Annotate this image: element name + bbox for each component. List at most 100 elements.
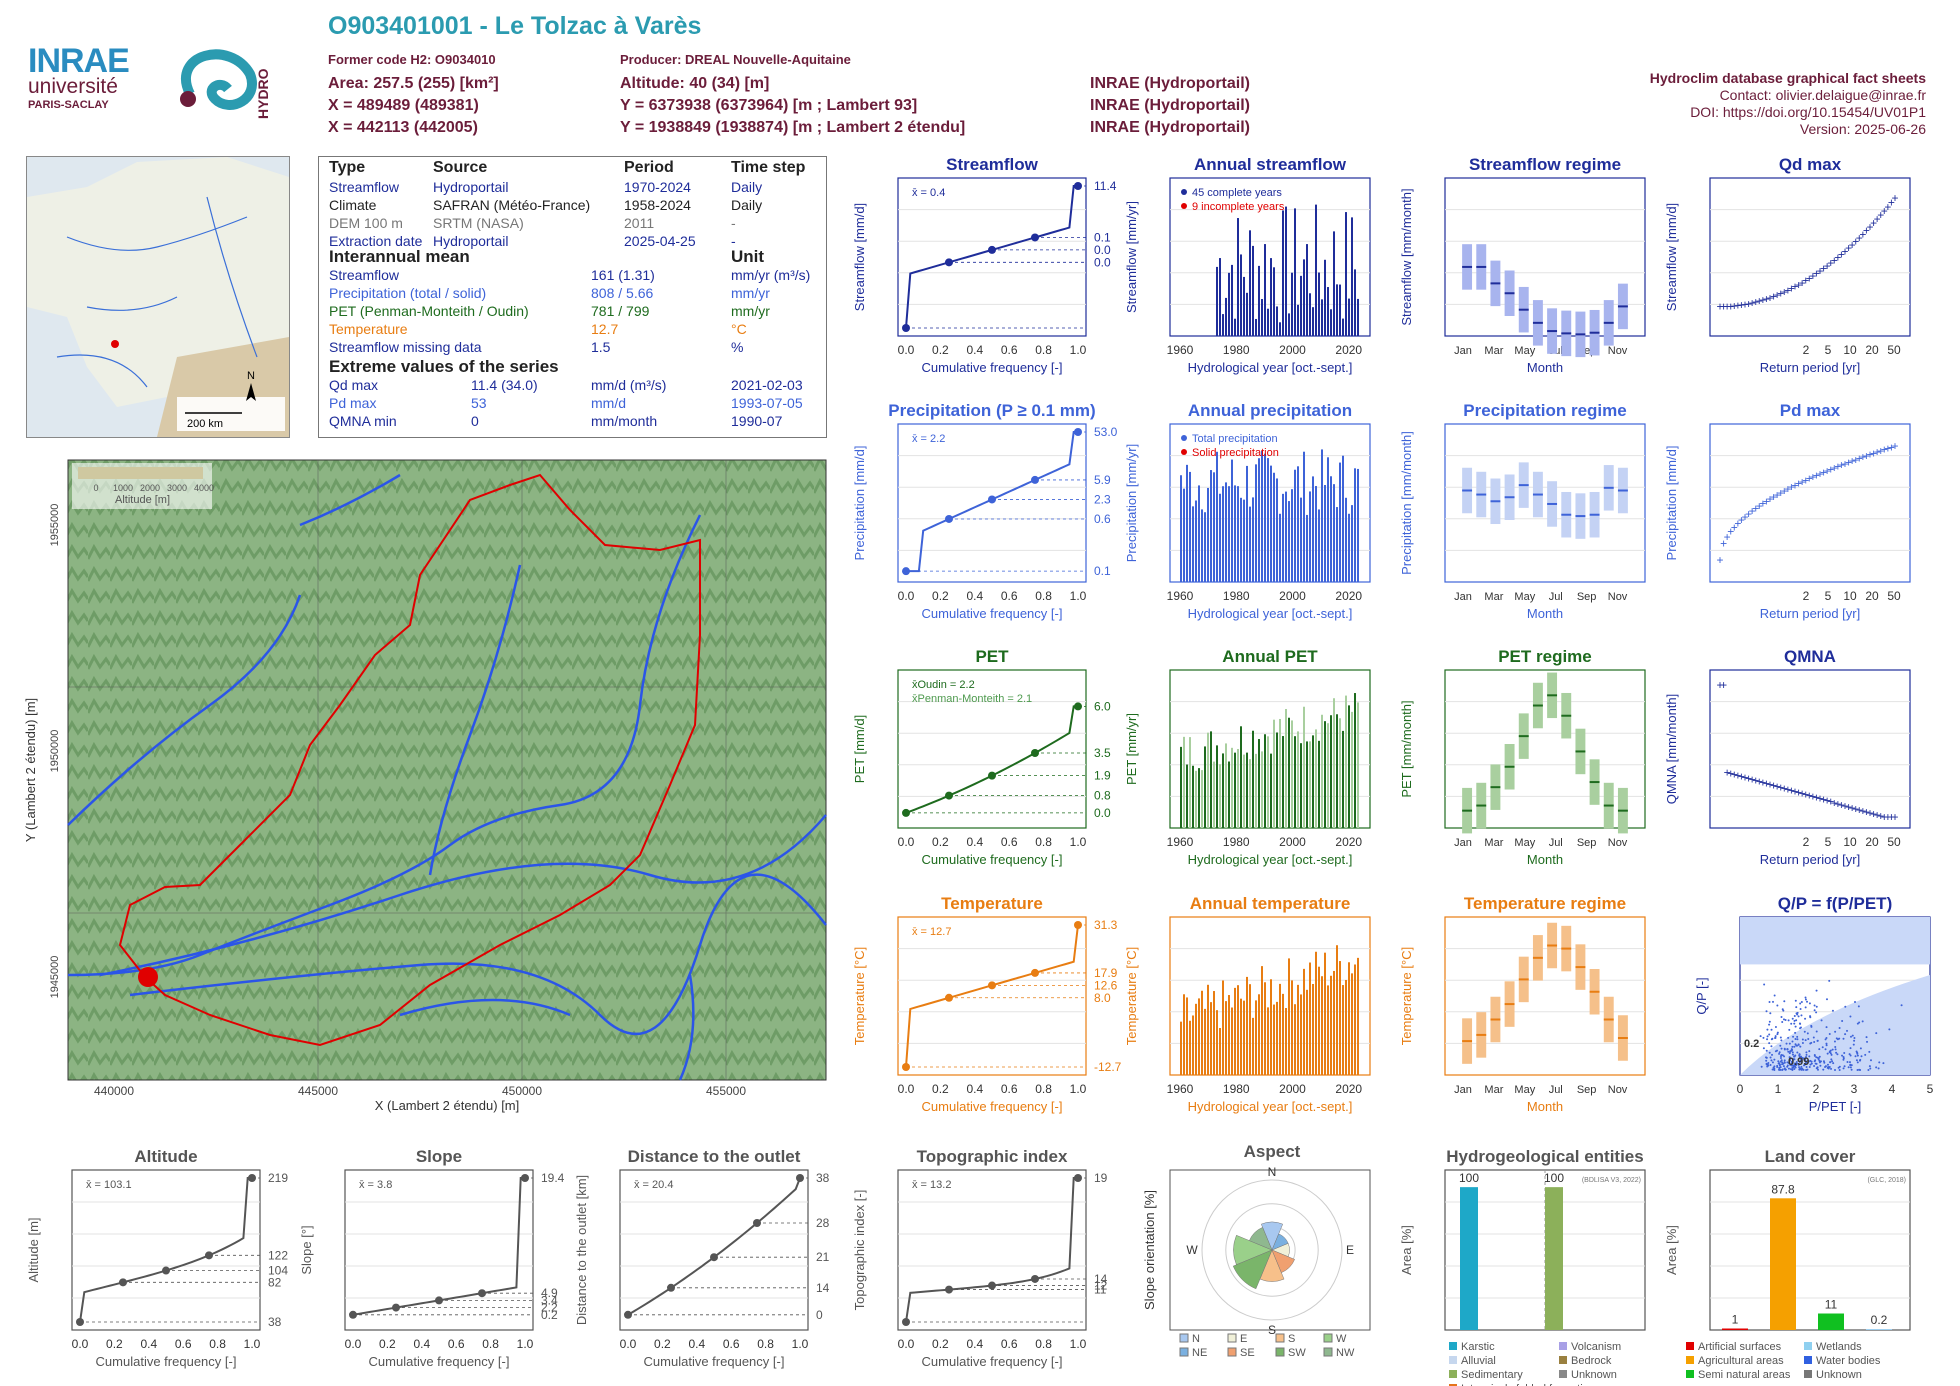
- qp-point: [1799, 1045, 1802, 1048]
- qp-point: [1789, 1068, 1792, 1071]
- annual_temp-bar: [1288, 958, 1290, 1075]
- qp-point: [1792, 1058, 1795, 1061]
- doi[interactable]: DOI: https://doi.org/10.15454/UV01P1: [1690, 104, 1926, 120]
- annual_pet-bar: [1342, 730, 1344, 828]
- qp-point: [1768, 1033, 1771, 1036]
- temp_regime-box: [1617, 1015, 1628, 1061]
- qp-point: [1798, 1054, 1801, 1057]
- distance-point: [753, 1219, 761, 1227]
- pet-title: PET: [975, 647, 1009, 666]
- extreme-row-cell: 1990-07: [731, 413, 783, 429]
- annual_temp-bar: [1234, 987, 1236, 1075]
- qmna-xtick: 20: [1865, 835, 1879, 849]
- qp-point: [1799, 1060, 1802, 1063]
- streamflow_regime-box: [1476, 244, 1487, 290]
- qp-point: [1848, 1053, 1851, 1056]
- annual_streamflow-legend-marker: [1181, 203, 1187, 209]
- annual_precip-bar: [1228, 486, 1230, 582]
- streamflow-line: [905, 185, 1078, 329]
- pet-rtick: 0.0: [1094, 806, 1111, 820]
- qp-point: [1798, 1053, 1801, 1056]
- temp_regime-box: [1476, 1012, 1487, 1058]
- qp-point: [1803, 1030, 1806, 1033]
- qp-point: [1778, 1062, 1781, 1065]
- pet-rtick: 6.0: [1094, 699, 1111, 713]
- area: Area: 257.5 (255) [km²]: [328, 75, 499, 92]
- qp-point: [1824, 1065, 1827, 1068]
- precip_regime-xtick: Nov: [1608, 591, 1628, 603]
- annual_precip-bar: [1201, 509, 1203, 582]
- pd_max-point: +: [1741, 510, 1748, 524]
- qp-point: [1779, 1068, 1782, 1071]
- annual_streamflow-bar: [1261, 299, 1263, 336]
- aspect-legend: E: [1240, 1333, 1247, 1345]
- qp-point: [1800, 1056, 1803, 1059]
- qp-point: [1791, 1045, 1794, 1048]
- qp-point: [1783, 1047, 1786, 1050]
- precip-rtick: 0.6: [1094, 512, 1111, 526]
- annual_precip-bar: [1255, 464, 1257, 582]
- qp-point: [1783, 1061, 1786, 1064]
- annual_precip-bar: [1279, 513, 1281, 582]
- precip-xtick: 0.2: [932, 589, 949, 603]
- precip-rtick: 53.0: [1094, 425, 1118, 439]
- annual_temp-bar: [1297, 984, 1299, 1075]
- annual_precip-bar: [1264, 453, 1266, 582]
- annual_streamflow-bar: [1309, 293, 1311, 336]
- topo-line: [905, 1177, 1078, 1323]
- annual_precip-bar: [1309, 491, 1311, 582]
- annual_pet-bar: [1195, 770, 1197, 828]
- topo-xlabel: Cumulative frequency [-]: [922, 1354, 1063, 1369]
- precip-ylabel: Precipitation [mm/d]: [852, 446, 867, 561]
- annual_temp-bar: [1246, 976, 1248, 1075]
- pet_regime-xtick: May: [1514, 837, 1535, 849]
- qp-point: [1842, 1057, 1845, 1060]
- hydrogeo-legend: Sedimentary: [1461, 1369, 1523, 1381]
- col-source: Source: [433, 159, 488, 176]
- streamflow_regime-box: [1561, 310, 1572, 357]
- qp-point: [1807, 1038, 1810, 1041]
- annual_temp-bar: [1327, 985, 1329, 1075]
- temp_regime-xtick: Jul: [1549, 1084, 1563, 1096]
- hydro-logo: HYDRO: [160, 44, 278, 124]
- qd_max-point: +: [1870, 216, 1877, 230]
- hydrogeo-note: (BDLISA V3, 2022): [1582, 1177, 1641, 1184]
- qmna-point: +: [1852, 802, 1859, 816]
- distance-frame: [619, 1169, 809, 1331]
- qp-point: [1849, 1066, 1852, 1069]
- temperature-frame: [897, 916, 1087, 1076]
- mean-row-cell: Temperature: [329, 321, 408, 337]
- precip_regime-box: [1547, 481, 1558, 527]
- annual_temp-bar: [1258, 994, 1260, 1075]
- annual_streamflow-bar: [1306, 244, 1308, 336]
- slope-xtick: 0.6: [448, 1337, 465, 1351]
- qd_max-point: +: [1716, 300, 1723, 314]
- pd_max-point: +: [1795, 477, 1802, 491]
- qp-point: [1801, 1041, 1804, 1044]
- altitude-title: Altitude: [134, 1147, 197, 1166]
- annual_precip-bar: [1180, 475, 1182, 582]
- qp-point: [1783, 1059, 1786, 1062]
- extreme-row-cell: 0: [471, 413, 479, 429]
- annual_temp-bar: [1231, 1007, 1233, 1075]
- source-row-cell: -: [731, 233, 736, 249]
- annual_streamflow-bar: [1324, 259, 1326, 336]
- qmna-xlabel: Return period [yr]: [1760, 852, 1860, 867]
- map-ytick: 1950000: [49, 730, 61, 773]
- annual_temp-bar: [1267, 1007, 1269, 1075]
- qp-point: [1819, 1064, 1822, 1067]
- precip_regime-xtick: Jul: [1549, 591, 1563, 603]
- annual_precip-bar: [1237, 486, 1239, 582]
- pet_regime-box: [1561, 692, 1572, 739]
- annual_precip-legend-marker: [1181, 435, 1187, 441]
- distance-xlabel: Cumulative frequency [-]: [644, 1354, 785, 1369]
- pd_max-point: +: [1809, 470, 1816, 484]
- annual_streamflow-legend: 45 complete years: [1192, 187, 1282, 199]
- qmna-point: +: [1863, 805, 1870, 819]
- qmna-ylabel: QMNA [mm/month]: [1664, 694, 1679, 805]
- annual_streamflow-bar: [1354, 269, 1356, 336]
- qp-point: [1774, 1037, 1777, 1040]
- qp-point: [1786, 1064, 1789, 1067]
- annual_streamflow-bar: [1357, 298, 1359, 336]
- annual_pet-bar: [1255, 753, 1257, 828]
